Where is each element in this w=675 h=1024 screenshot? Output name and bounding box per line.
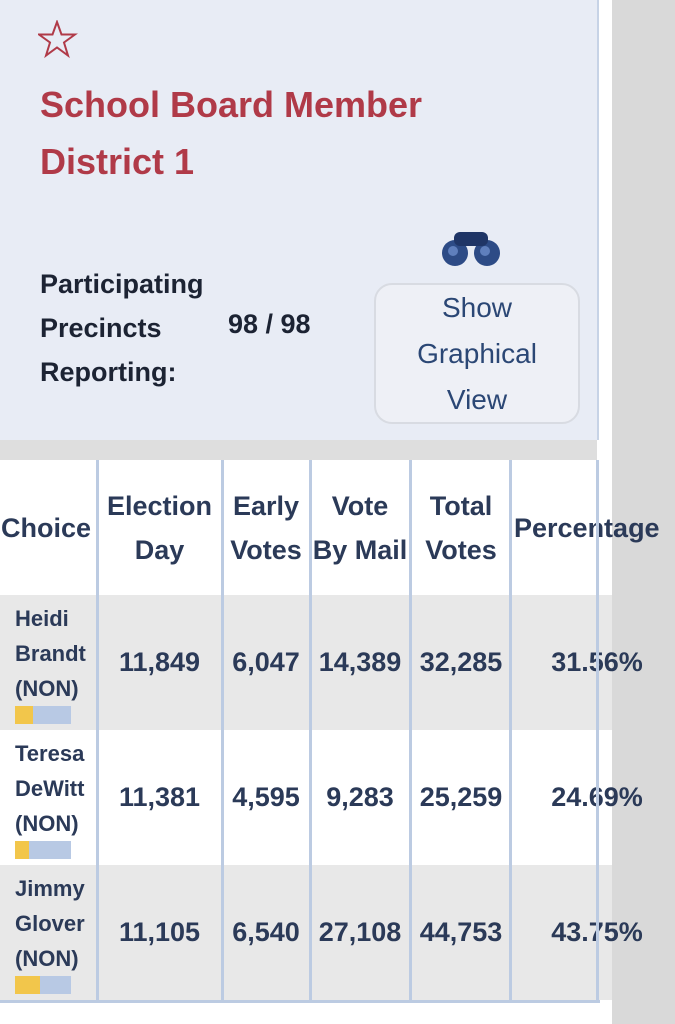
choice-cell: Heidi Brandt (NON) bbox=[15, 595, 97, 730]
column-header: Choice bbox=[0, 512, 92, 543]
vote-cell: 11,381 bbox=[118, 782, 201, 812]
column-line bbox=[509, 460, 512, 1000]
column-line bbox=[596, 460, 599, 1000]
vote-cell: 24.69% bbox=[512, 730, 675, 865]
table-bottom bbox=[0, 1000, 600, 1003]
column-header: Vote By Mail bbox=[312, 490, 408, 565]
percentage-bar-fill bbox=[15, 976, 40, 994]
percentage-bar bbox=[15, 976, 71, 994]
choice-name: Jimmy Glover (NON) bbox=[15, 876, 85, 971]
column-header: Percentage bbox=[514, 512, 660, 543]
column-header: Total Votes bbox=[425, 490, 497, 565]
percentage-bar-fill bbox=[15, 706, 33, 724]
vote-cell: 32,285 bbox=[419, 647, 503, 677]
vote-cell: 14,389 bbox=[318, 647, 402, 677]
vote-cell: 9,283 bbox=[326, 782, 394, 812]
column-header: Election Day bbox=[106, 490, 213, 565]
choice-name: Teresa DeWitt (NON) bbox=[15, 741, 85, 836]
separator bbox=[0, 440, 597, 460]
percentage-bar bbox=[15, 841, 71, 859]
column-line bbox=[221, 460, 224, 1000]
percentage-bar-fill bbox=[15, 841, 29, 859]
vote-cell: 31.56% bbox=[512, 595, 675, 730]
column-line bbox=[309, 460, 312, 1000]
vote-cell: 11,849 bbox=[118, 647, 201, 677]
column-line bbox=[96, 460, 99, 1000]
choice-name: Heidi Brandt (NON) bbox=[15, 606, 86, 701]
precincts-label: Participating Precincts Reporting: bbox=[40, 269, 204, 387]
graphical-view-button[interactable]: Show Graphical View bbox=[374, 283, 580, 424]
column-header: Early Votes bbox=[230, 490, 302, 565]
favorite-star[interactable] bbox=[38, 20, 78, 60]
binoculars-icon bbox=[442, 232, 500, 266]
vote-cell: 6,540 bbox=[232, 917, 300, 947]
column-line bbox=[409, 460, 412, 1000]
vote-cell: 4,595 bbox=[232, 782, 300, 812]
vote-cell: 43.75% bbox=[512, 865, 675, 1000]
vote-cell: 27,108 bbox=[318, 917, 402, 947]
percentage-bar bbox=[15, 706, 71, 724]
vote-cell: 44,753 bbox=[419, 917, 503, 947]
choice-cell: Teresa DeWitt (NON) bbox=[15, 730, 97, 865]
side-strip bbox=[612, 0, 675, 1024]
vote-cell: 25,259 bbox=[419, 782, 503, 812]
title: School Board Member District 1 bbox=[40, 84, 423, 182]
precincts-value: 98 / 98 bbox=[228, 309, 311, 339]
choice-cell: Jimmy Glover (NON) bbox=[15, 865, 97, 1000]
vote-cell: 11,105 bbox=[118, 917, 201, 947]
vote-cell: 6,047 bbox=[232, 647, 300, 677]
